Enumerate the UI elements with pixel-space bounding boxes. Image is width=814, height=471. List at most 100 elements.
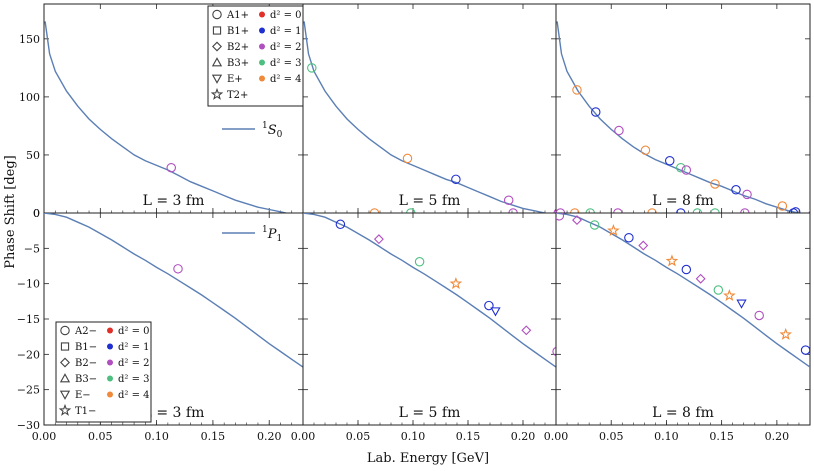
legend-irrep-label: B3− bbox=[75, 374, 97, 385]
legend-marker bbox=[60, 357, 70, 368]
legend-irrep-label: B3+ bbox=[227, 58, 249, 69]
panel-bottom-right: L = 8 fm bbox=[555, 212, 811, 426]
legend-d2-dot bbox=[259, 75, 265, 82]
x-tick-label: 0.10 bbox=[401, 430, 426, 443]
data-point bbox=[484, 300, 494, 311]
data-point bbox=[572, 85, 582, 95]
curve-legend-label: 1S0 bbox=[262, 121, 283, 140]
panel-label: L = 5 fm bbox=[399, 405, 461, 421]
fit-curve bbox=[556, 213, 810, 368]
y-tick-label: 100 bbox=[19, 91, 40, 104]
panel-top-middle: L = 5 fm bbox=[302, 3, 557, 214]
legend-irrep-label: B2− bbox=[75, 358, 97, 369]
y-tick-label: −10 bbox=[17, 278, 40, 291]
data-point bbox=[742, 189, 752, 200]
legend-frame bbox=[55, 321, 152, 423]
data-points bbox=[173, 264, 183, 274]
data-point bbox=[508, 208, 518, 213]
legend-marker bbox=[59, 373, 71, 383]
data-point bbox=[406, 208, 416, 213]
data-point bbox=[490, 307, 501, 317]
legend-irrep-label: A1+ bbox=[226, 10, 249, 21]
legend-irrep-label: B1− bbox=[75, 342, 97, 353]
legend-marker bbox=[60, 342, 70, 351]
x-tick-label: 0.15 bbox=[456, 430, 481, 443]
y-tick-label: −25 bbox=[17, 384, 40, 397]
x-tick-label: 0.10 bbox=[144, 430, 169, 443]
data-point bbox=[638, 240, 649, 251]
y-tick-label: −20 bbox=[17, 348, 40, 361]
fit-curve bbox=[303, 21, 546, 213]
x-tick-label: 0.05 bbox=[599, 430, 624, 443]
data-point bbox=[173, 264, 183, 274]
data-point bbox=[373, 234, 384, 245]
legend-marker bbox=[60, 325, 70, 336]
panel-frame bbox=[302, 212, 557, 426]
legend-irrep-label: E+ bbox=[227, 74, 243, 85]
legend-d2-label: d² = 0 bbox=[270, 10, 302, 21]
legend-marker bbox=[211, 57, 223, 67]
panel-frame bbox=[555, 212, 811, 426]
data-point bbox=[614, 125, 624, 136]
x-tick-label: 0.15 bbox=[201, 430, 226, 443]
legend-d2-label: d² = 3 bbox=[270, 58, 302, 69]
y-tick-label: 150 bbox=[19, 33, 40, 46]
y-tick-label: 0 bbox=[33, 207, 40, 220]
data-point bbox=[731, 185, 741, 195]
data-point bbox=[449, 277, 463, 290]
data-point bbox=[800, 345, 810, 355]
data-point bbox=[779, 327, 793, 340]
data-point bbox=[503, 195, 514, 205]
data-point bbox=[692, 208, 703, 213]
data-point bbox=[713, 285, 724, 295]
data-point bbox=[335, 219, 346, 230]
legend-d2-label: d² = 1 bbox=[270, 26, 302, 37]
data-point bbox=[451, 174, 461, 185]
panel-label: L = 8 fm bbox=[652, 193, 714, 209]
data-points bbox=[166, 162, 176, 173]
curve-label-sub: 0 bbox=[277, 130, 283, 140]
x-tick-label: 0.15 bbox=[709, 430, 734, 443]
x-tick-label: 0.10 bbox=[654, 430, 679, 443]
legend-d2-dot bbox=[259, 11, 265, 18]
data-point bbox=[307, 63, 317, 73]
data-point bbox=[664, 156, 675, 166]
fit-curve bbox=[556, 21, 800, 213]
data-point bbox=[681, 264, 692, 275]
curve-legend-label: 1P1 bbox=[262, 225, 282, 244]
legend-irrep-label: B2+ bbox=[227, 42, 249, 53]
legend-marker bbox=[212, 26, 222, 35]
legend-marker bbox=[212, 9, 222, 20]
legend-d2-dot bbox=[259, 43, 265, 50]
data-point bbox=[613, 208, 623, 213]
data-point bbox=[736, 299, 747, 309]
curve-label-sup: 1 bbox=[262, 225, 268, 235]
legend-d2-dot bbox=[107, 343, 113, 350]
legend-d2-dot bbox=[107, 391, 113, 398]
x-tick-label: 0.00 bbox=[544, 430, 569, 443]
data-point bbox=[647, 208, 657, 213]
legend-irrep-label: T2+ bbox=[227, 90, 248, 101]
x-tick-label: 0.00 bbox=[32, 430, 57, 443]
legend-marker bbox=[210, 87, 224, 100]
data-point bbox=[640, 145, 651, 156]
y-axis-title: Phase Shift [deg] bbox=[3, 155, 18, 268]
data-point bbox=[710, 208, 720, 213]
curve-label-sub: 1 bbox=[276, 234, 282, 244]
legend-d2-label: d² = 1 bbox=[118, 342, 150, 353]
legend-marker bbox=[211, 74, 223, 84]
legend-frame bbox=[207, 5, 304, 107]
x-tick-label: 0.20 bbox=[765, 430, 790, 443]
data-point bbox=[790, 207, 801, 213]
legend-irrep-label: A2− bbox=[74, 326, 97, 337]
legend-d2-dot bbox=[107, 359, 113, 366]
x-tick-label: 0.20 bbox=[257, 430, 282, 443]
data-point bbox=[570, 208, 580, 213]
legend-marker bbox=[58, 403, 72, 416]
x-axis-title: Lab. Energy [GeV] bbox=[367, 451, 489, 466]
y-tick-label: 0 bbox=[33, 207, 40, 220]
x-tick-label: 0.20 bbox=[511, 430, 536, 443]
data-point bbox=[695, 273, 706, 284]
legend-d2-label: d² = 4 bbox=[270, 74, 302, 85]
